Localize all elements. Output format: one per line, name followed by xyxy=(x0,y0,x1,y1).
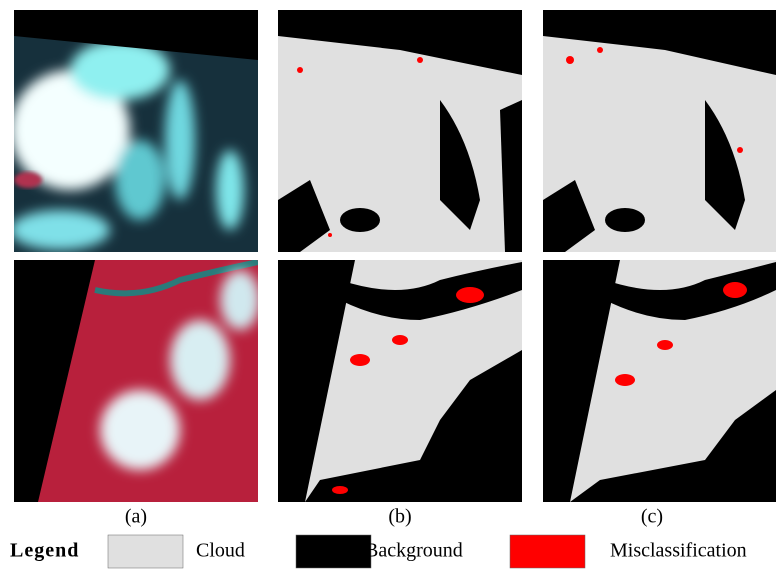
legend-label: Misclassification xyxy=(610,540,747,562)
legend-title: Legend xyxy=(10,540,79,562)
mask-c-bottom xyxy=(543,260,776,502)
legend-label: Cloud xyxy=(196,540,245,562)
mask-b-top xyxy=(278,10,522,252)
image-a-top xyxy=(10,10,258,252)
mask-b-bottom xyxy=(278,260,522,502)
panel-label: (a) xyxy=(125,506,147,528)
figure: (a) (b) (c) Legend Cloud Background Miscla… xyxy=(0,0,776,570)
legend-label: Background xyxy=(365,540,463,562)
panel-label: (b) xyxy=(388,506,411,528)
legend-swatch xyxy=(510,535,585,568)
legend-swatch xyxy=(296,535,371,568)
legend-swatch xyxy=(108,535,183,568)
panel-label: (c) xyxy=(641,506,663,528)
legend: Cloud Background Misclassification xyxy=(108,535,747,568)
mask-c-top xyxy=(543,10,776,252)
image-a-bottom xyxy=(14,260,260,502)
